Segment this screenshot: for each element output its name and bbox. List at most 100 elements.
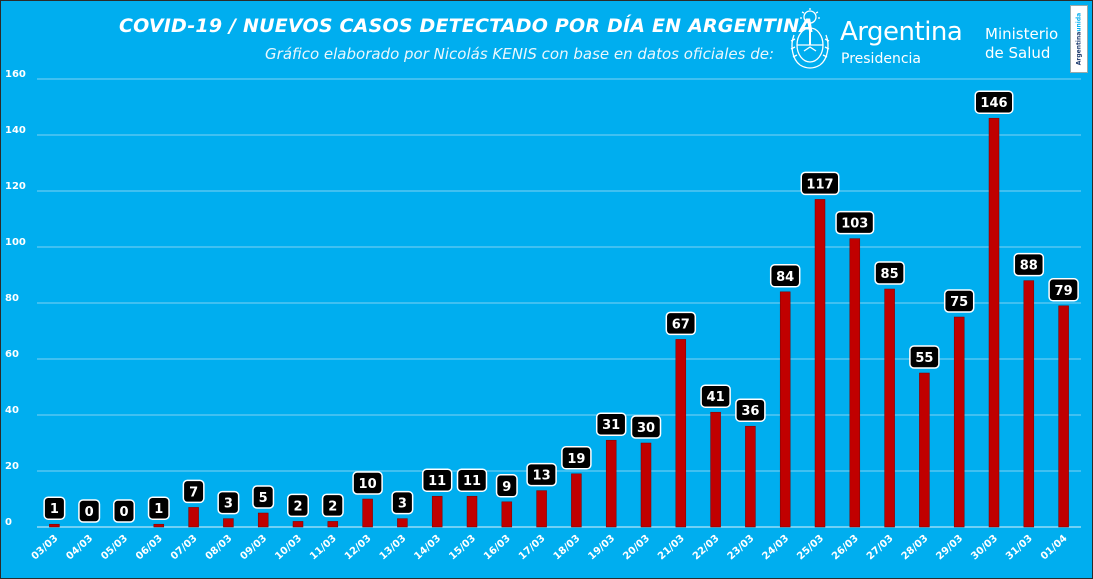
x-tick-label: 20/03 — [621, 533, 652, 562]
data-label-box — [561, 446, 592, 470]
x-tick-label: 31/03 — [1004, 533, 1035, 562]
data-label-box — [526, 462, 557, 487]
data-label: 79 — [1048, 278, 1079, 302]
data-label-text: 55 — [915, 351, 933, 366]
x-tick-label: 22/03 — [691, 533, 722, 562]
data-label: 84 — [769, 264, 801, 288]
data-label: 13 — [526, 462, 557, 487]
data-bar — [257, 512, 269, 528]
data-label-box — [630, 415, 662, 439]
data-label: 3 — [217, 490, 240, 515]
data-bar — [779, 291, 791, 528]
data-label: 85 — [874, 261, 905, 285]
y-axis-ticks: 0 20 40 60 80 100 120 140 160 — [5, 69, 26, 528]
data-label: 10 — [352, 471, 383, 495]
data-label: 19 — [561, 446, 592, 470]
x-tick-label: 28/03 — [900, 533, 931, 562]
data-label-box — [735, 398, 766, 422]
data-label-text: 9 — [502, 480, 511, 495]
argentina-presidencia-logo: Argentina Presidencia — [787, 7, 967, 75]
data-label-text: 2 — [328, 499, 337, 514]
data-label-text: 1 — [50, 502, 59, 517]
data-bar — [1058, 305, 1069, 528]
data-label-box — [874, 261, 905, 285]
data-label: 75 — [943, 289, 975, 313]
data-label-box — [700, 384, 731, 408]
data-label-text: 30 — [637, 421, 655, 436]
data-label: 1 — [43, 496, 66, 520]
data-label-text: 2 — [293, 499, 302, 514]
x-tick-label: 17/03 — [517, 533, 548, 562]
data-bar — [953, 316, 965, 528]
x-tick-label: 11/03 — [308, 533, 339, 562]
data-bar — [919, 372, 930, 528]
data-label: 1 — [147, 496, 170, 520]
chart-subtitle: Gráfico elaborado por Nicolás KENIS con … — [265, 45, 774, 63]
y-tick-label: 60 — [5, 349, 19, 360]
data-bar — [849, 238, 861, 528]
data-label: 9 — [495, 474, 518, 498]
data-label-text: 79 — [1055, 284, 1073, 299]
x-tick-label: 08/03 — [204, 533, 235, 562]
data-bar — [884, 288, 895, 528]
data-bar — [466, 495, 478, 528]
data-label-text: 13 — [533, 469, 551, 484]
ministerio-line-1: Ministerio — [985, 25, 1059, 43]
data-label: 0 — [113, 499, 135, 523]
data-label-box — [43, 496, 66, 520]
x-tick-label: 23/03 — [726, 533, 757, 562]
data-label-box — [665, 311, 697, 336]
data-label-text: 75 — [950, 295, 968, 310]
x-tick-label: 18/03 — [552, 533, 583, 562]
data-label: 11 — [456, 468, 488, 492]
gridlines — [37, 78, 1081, 528]
data-label-box — [287, 493, 309, 518]
y-tick-label: 80 — [5, 293, 19, 304]
argentina-unida-badge: Argentinaunida — [1070, 5, 1088, 73]
data-label: 31 — [595, 412, 627, 436]
data-label: 3 — [391, 490, 414, 515]
data-label-text: 19 — [567, 452, 585, 467]
data-label-box — [769, 264, 801, 288]
x-tick-label: 30/03 — [969, 533, 1000, 562]
y-tick-label: 140 — [5, 125, 26, 136]
x-tick-label: 14/03 — [412, 533, 443, 562]
y-tick-label: 0 — [5, 517, 12, 528]
data-bar — [571, 473, 582, 528]
data-bar — [745, 425, 756, 528]
x-axis-ticks: 03/03 04/03 05/03 06/03 07/03 08/03 09/03 10/03… — [30, 533, 1070, 562]
data-bar — [1023, 280, 1035, 528]
data-bar — [814, 199, 826, 528]
data-label: 11 — [421, 468, 453, 492]
x-tick-label: 26/03 — [830, 533, 861, 562]
data-label-box — [113, 499, 135, 523]
data-bar — [710, 411, 721, 528]
x-tick-label: 10/03 — [273, 533, 304, 562]
data-label-box — [321, 493, 344, 518]
x-tick-label: 25/03 — [795, 533, 826, 562]
x-tick-label: 16/03 — [482, 533, 513, 562]
data-label-box — [1013, 252, 1045, 277]
data-label: 36 — [735, 398, 766, 422]
y-tick-label: 20 — [5, 461, 19, 472]
data-label-box — [421, 468, 453, 492]
y-tick-label: 160 — [5, 69, 26, 80]
data-label-box — [1048, 278, 1079, 302]
presidencia-label: Presidencia — [841, 51, 921, 67]
data-label-box — [595, 412, 627, 436]
data-bar — [536, 490, 547, 528]
data-label-text: 11 — [463, 474, 481, 489]
data-label-text: 67 — [672, 317, 690, 332]
data-label-box — [943, 289, 975, 313]
data-label-box — [974, 90, 1014, 114]
data-label: 55 — [909, 345, 940, 369]
data-bar — [292, 521, 304, 528]
bars — [49, 117, 1069, 528]
data-bar — [431, 495, 443, 528]
data-label-box — [909, 345, 940, 369]
data-label-text: 10 — [359, 477, 377, 492]
data-bar — [397, 518, 408, 528]
data-label-text: 5 — [259, 491, 268, 506]
data-bar — [153, 523, 165, 528]
data-label-box — [352, 471, 383, 495]
